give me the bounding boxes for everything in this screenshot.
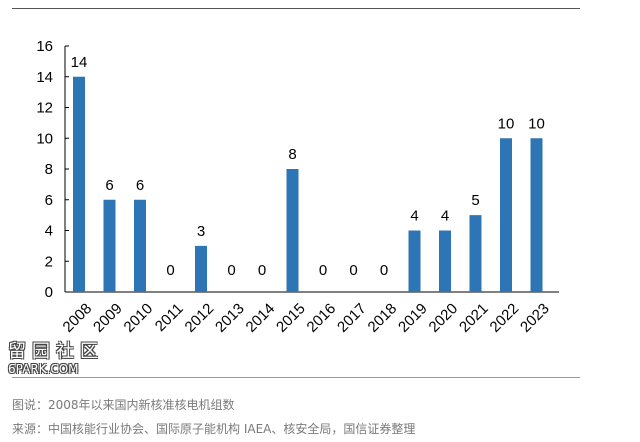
data-label: 0: [166, 262, 174, 279]
y-tick-label: 4: [45, 223, 53, 240]
y-tick-label: 8: [45, 161, 53, 178]
data-label: 3: [197, 223, 205, 240]
watermark-url: 6PARK.COM: [8, 362, 79, 376]
top-rule: [12, 8, 580, 9]
bar: [103, 199, 116, 292]
data-label: 5: [471, 192, 479, 209]
bar: [469, 215, 482, 292]
data-label: 10: [528, 115, 545, 132]
bar-chart: 0 2 4 6 8 10 12 14 16 14 2008 6 2009 6 2010 0 2011 3 2012 0…: [36, 38, 559, 336]
data-label: 4: [410, 208, 418, 225]
x-tick-label: 2017: [334, 300, 370, 336]
bar: [439, 230, 451, 292]
data-label: 10: [498, 115, 515, 132]
x-tick-label: 2009: [90, 300, 126, 336]
y-tick-label: 10: [36, 130, 53, 147]
x-tick-label: 2008: [60, 300, 96, 336]
bar: [530, 138, 543, 292]
watermark: 留园社区 6PARK.COM: [8, 341, 108, 376]
x-tick-label: 2021: [456, 300, 492, 336]
data-label: 0: [380, 262, 388, 279]
x-tick-label: 2016: [304, 300, 340, 336]
x-tick-label: 2018: [365, 300, 401, 336]
bar: [134, 199, 146, 292]
y-tick-label: 16: [36, 38, 53, 55]
x-tick-label: 2010: [121, 300, 157, 336]
bar: [286, 169, 299, 292]
x-tick-label: 2022: [487, 300, 523, 336]
data-label: 6: [136, 177, 144, 194]
data-label: 14: [71, 54, 88, 71]
x-tick-label: 2019: [395, 300, 431, 336]
y-tick-label: 2: [45, 253, 53, 270]
watermark-logo: 留园社区: [8, 341, 104, 362]
data-label: 0: [319, 262, 327, 279]
x-tick-label: 2011: [152, 300, 187, 335]
data-label: 4: [441, 208, 449, 225]
x-tick-label: 2020: [426, 300, 462, 336]
y-tick-label: 12: [36, 100, 53, 117]
figure-source: 来源：中国核能行业协会、国际原子能机构 IAEA、核安全局，国信证券整理: [12, 422, 416, 436]
y-tick-label: 14: [36, 69, 53, 86]
x-tick-label: 2015: [273, 300, 309, 336]
bar: [408, 230, 421, 292]
data-label: 0: [227, 262, 235, 279]
y-tick-label: 6: [45, 192, 53, 209]
x-tick-label: 2013: [212, 300, 248, 336]
bottom-rule: [12, 377, 580, 378]
data-label: 0: [258, 262, 266, 279]
bar: [73, 76, 85, 292]
x-tick-label: 2012: [182, 300, 218, 336]
x-tick-label: 2023: [517, 300, 553, 336]
data-label: 8: [288, 146, 296, 163]
x-tick-label: 2014: [243, 300, 279, 336]
y-tick-label: 0: [45, 284, 53, 301]
bar: [195, 245, 207, 292]
bar: [500, 138, 512, 292]
data-label: 6: [105, 177, 113, 194]
figure-caption: 图说：2008年以来国内新核准核电机组数: [12, 398, 235, 412]
data-label: 0: [349, 262, 357, 279]
